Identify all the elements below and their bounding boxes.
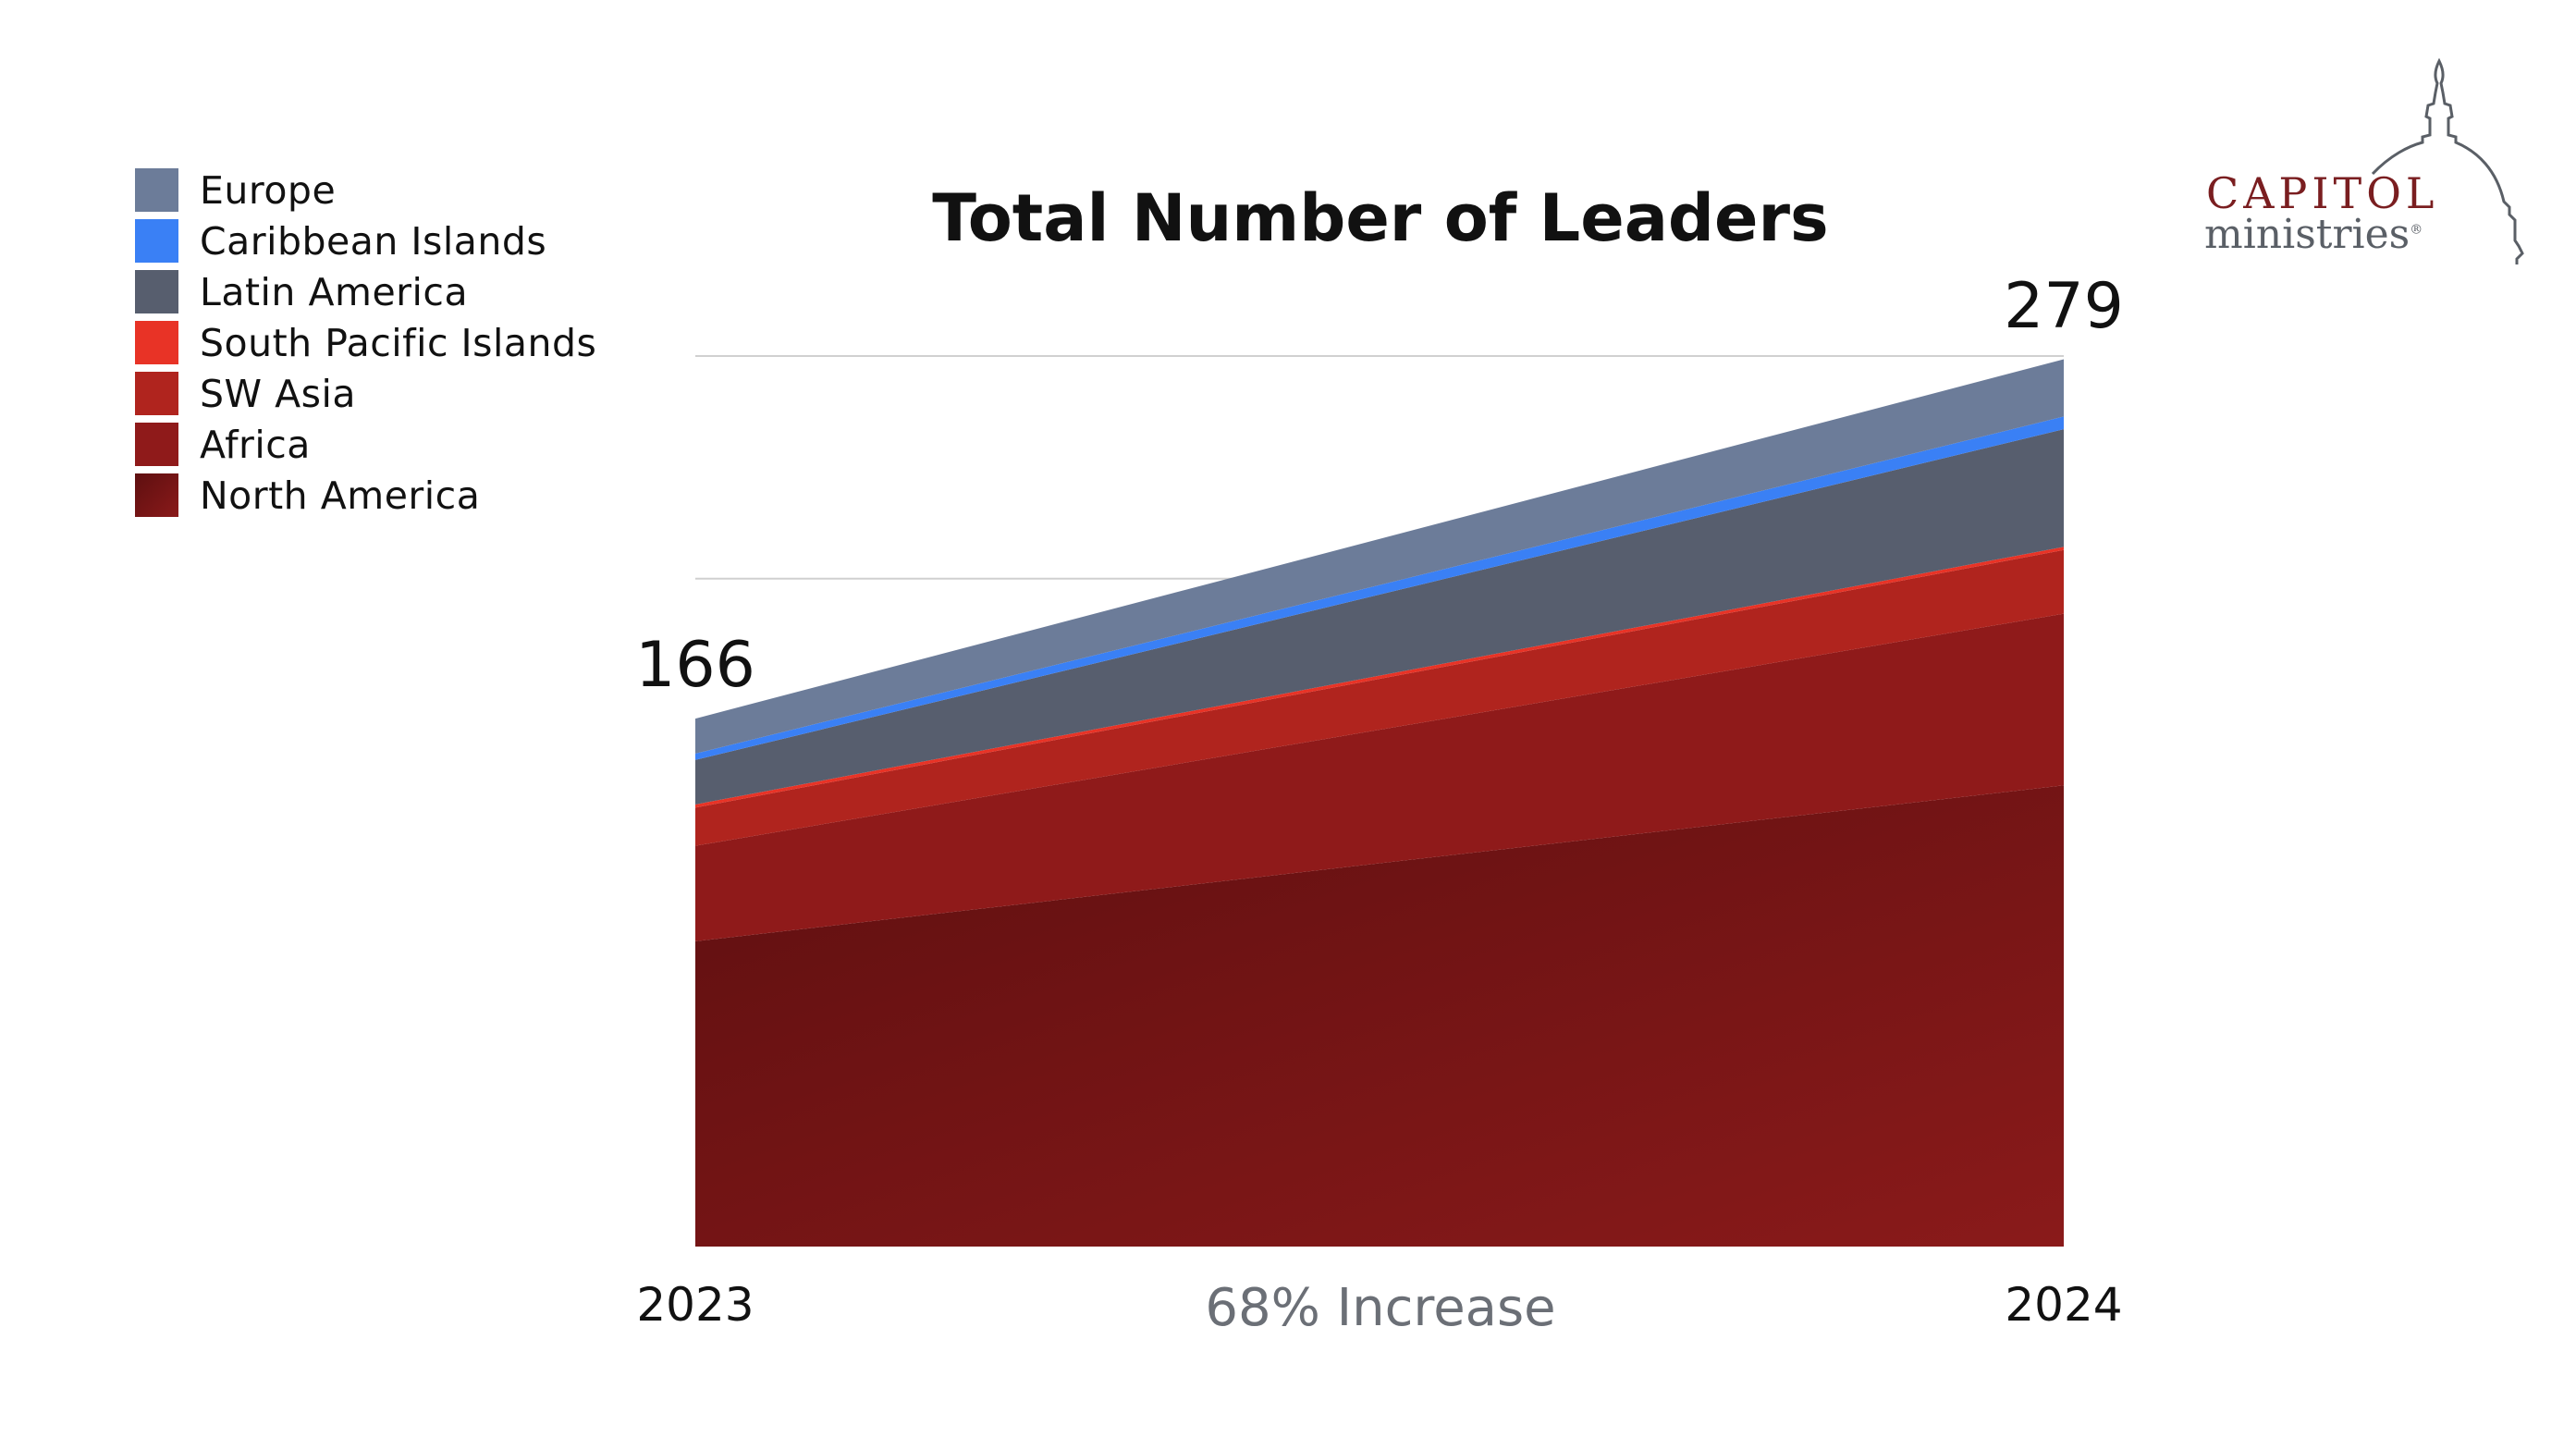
legend-item-north-america: North America — [135, 470, 596, 521]
area-north-america — [695, 785, 2064, 1247]
legend-swatch — [135, 423, 178, 466]
legend-swatch — [135, 321, 178, 364]
logo-text-ministries: ministries® — [2204, 211, 2423, 258]
legend-label: Caribbean Islands — [200, 218, 547, 264]
area-sw-asia — [695, 549, 2064, 846]
legend: Europe Caribbean Islands Latin America S… — [135, 165, 596, 521]
legend-label: South Pacific Islands — [200, 320, 597, 365]
legend-item-caribbean-islands: Caribbean Islands — [135, 215, 596, 266]
legend-label: SW Asia — [200, 371, 357, 416]
legend-item-latin-america: Latin America — [135, 266, 596, 317]
legend-swatch — [135, 270, 178, 313]
legend-swatch — [135, 473, 178, 517]
area-south-pacific-islands — [695, 547, 2064, 808]
increase-annotation: 68% Increase — [1205, 1278, 1556, 1338]
legend-swatch — [135, 168, 178, 212]
legend-item-sw-asia: SW Asia — [135, 368, 596, 419]
legend-label: Africa — [200, 422, 311, 467]
capitol-ministries-logo: CAPITOL ministries® — [2191, 55, 2524, 268]
area-africa — [695, 613, 2064, 941]
logo-text-capitol: CAPITOL — [2206, 168, 2439, 218]
x-tick-2024: 2024 — [2005, 1278, 2123, 1332]
chart-title: Total Number of Leaders — [932, 180, 1829, 256]
legend-label: Europe — [200, 167, 337, 213]
capitol-dome-icon — [2371, 57, 2524, 264]
area-latin-america — [695, 429, 2064, 805]
area-europe — [695, 359, 2064, 754]
legend-swatch — [135, 372, 178, 415]
x-tick-2023: 2023 — [636, 1278, 754, 1332]
legend-item-south-pacific-islands: South Pacific Islands — [135, 317, 596, 368]
end-total-label: 279 — [2004, 270, 2124, 343]
legend-label: Latin America — [200, 269, 469, 314]
start-total-label: 166 — [635, 629, 755, 702]
legend-swatch — [135, 219, 178, 263]
area-caribbean-islands — [695, 416, 2064, 760]
legend-label: North America — [200, 473, 481, 518]
legend-item-africa: Africa — [135, 419, 596, 470]
legend-item-europe: Europe — [135, 165, 596, 215]
